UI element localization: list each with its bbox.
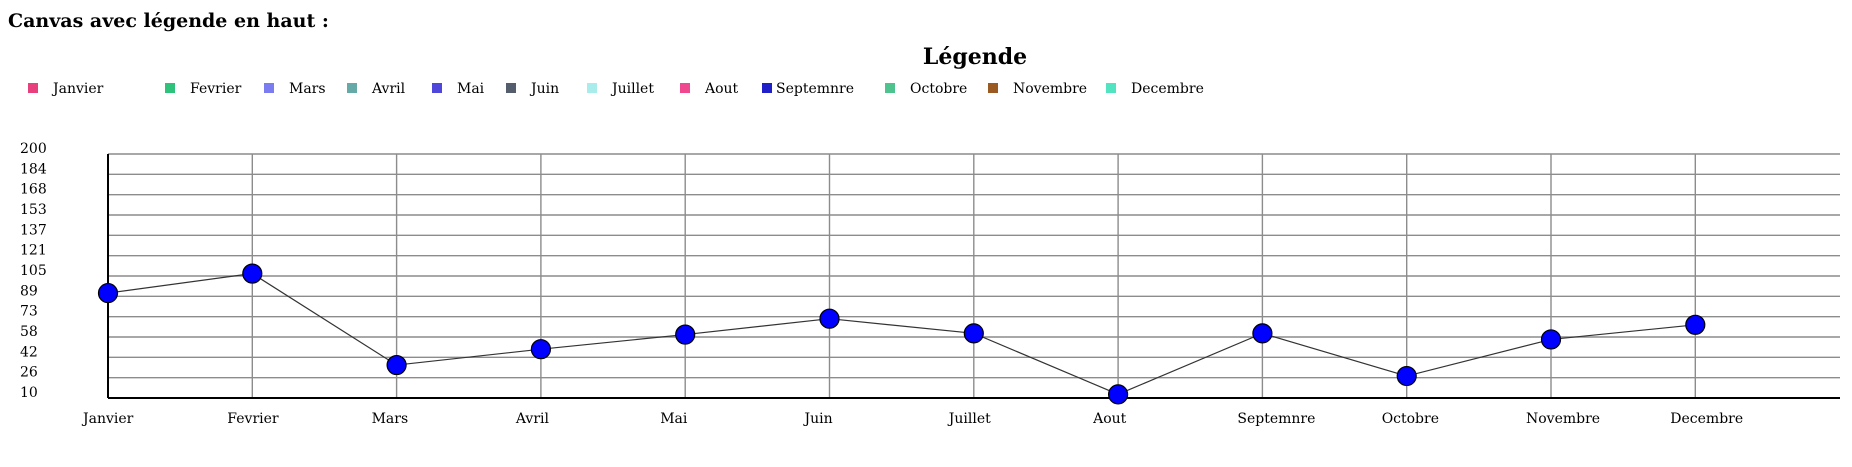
y-tick-label: 105	[20, 263, 47, 279]
y-tick-label: 121	[20, 243, 47, 259]
y-tick-label: 184	[20, 161, 47, 177]
legend-item: Juillet	[587, 81, 654, 97]
legend-swatch	[762, 83, 772, 93]
x-tick-label: Decembre	[1670, 411, 1743, 427]
legend-swatch	[680, 83, 690, 93]
legend-item: Novembre	[988, 81, 1087, 97]
series-line	[107, 272, 1696, 395]
legend-label: Fevrier	[190, 81, 242, 97]
chart-title: Légende	[923, 44, 1027, 70]
x-tick-label: Aout	[1092, 411, 1127, 427]
x-tick-label: Juin	[803, 411, 833, 427]
legend-label: Avril	[371, 81, 406, 97]
data-point	[819, 308, 840, 329]
page-title: Canvas avec légende en haut :	[8, 10, 329, 32]
chart-axes	[107, 154, 1840, 399]
legend-label: Aout	[704, 81, 739, 97]
legend-label: Mars	[289, 81, 326, 97]
legend-swatch	[264, 83, 274, 93]
data-point	[530, 339, 552, 360]
legend-label: Septemnre	[776, 81, 854, 97]
legend-item: Septemnre	[762, 81, 854, 97]
x-tick-label: Mai	[660, 411, 688, 427]
y-tick-label: 10	[20, 385, 38, 401]
y-tick-label: 168	[20, 182, 47, 198]
data-point	[675, 324, 696, 345]
legend-swatch	[347, 83, 357, 93]
x-axis-ticks: Janvier Fevrier Mars Avril Mai Juin Juillet Aou…	[81, 411, 1743, 427]
data-point	[1685, 314, 1706, 335]
data-point	[386, 354, 407, 376]
legend-label: Novembre	[1013, 81, 1087, 97]
x-tick-label: Avril	[515, 411, 550, 427]
legend-swatch	[1106, 83, 1116, 93]
legend-label: Octobre	[910, 81, 967, 97]
legend-item: Octobre	[885, 81, 967, 97]
legend-item: Aout	[680, 81, 739, 97]
legend-item: Decembre	[1106, 81, 1204, 97]
legend-swatch	[506, 83, 516, 93]
y-tick-label: 73	[20, 304, 38, 320]
legend-item: Avril	[347, 81, 406, 97]
x-tick-label: Septemnre	[1237, 411, 1315, 427]
data-point	[1252, 323, 1273, 344]
y-tick-label: 200	[20, 141, 47, 157]
y-tick-label: 153	[20, 202, 47, 218]
legend-swatch	[165, 83, 175, 93]
series-points	[97, 263, 1706, 405]
data-point	[963, 323, 984, 344]
series-polyline	[107, 272, 1696, 395]
y-tick-label: 26	[20, 365, 38, 381]
data-point	[1540, 329, 1562, 350]
legend-label: Janvier	[51, 81, 104, 97]
legend-label: Juillet	[610, 81, 654, 97]
data-point	[97, 282, 119, 304]
y-tick-label: 42	[20, 344, 38, 360]
x-tick-label: Juillet	[947, 411, 991, 427]
legend-swatch	[28, 83, 38, 93]
data-point	[1396, 365, 1417, 387]
legend-label: Decembre	[1131, 81, 1204, 97]
y-axis-ticks: 200 184 168 153 137 121 105 89 73 58 42 26 10	[20, 141, 47, 401]
legend-swatch	[885, 83, 895, 93]
legend-item: Janvier	[28, 81, 104, 97]
legend-item: Fevrier	[165, 81, 242, 97]
legend-swatch	[587, 83, 597, 93]
chart-legend: Janvier Fevrier Mars Avril Mai Juin Juillet Aou…	[28, 81, 1204, 97]
legend-swatch	[988, 83, 998, 93]
y-tick-label: 89	[20, 283, 38, 299]
legend-item: Mai	[432, 81, 485, 97]
legend-label: Mai	[457, 81, 485, 97]
y-tick-label: 137	[20, 222, 47, 238]
legend-label: Juin	[529, 81, 559, 97]
x-tick-label: Janvier	[81, 411, 134, 427]
legend-item: Juin	[506, 81, 559, 97]
x-tick-label: Octobre	[1382, 411, 1439, 427]
data-point	[242, 263, 263, 284]
x-tick-label: Novembre	[1526, 411, 1600, 427]
line-chart: Légende Janvier Fevrier Mars Avril Mai Juin Ju…	[20, 44, 1840, 427]
x-tick-label: Fevrier	[227, 411, 279, 427]
data-point	[1107, 384, 1129, 405]
legend-swatch	[432, 83, 442, 93]
x-tick-label: Mars	[372, 411, 409, 427]
chart-grid	[108, 153, 1840, 399]
y-tick-label: 58	[20, 324, 38, 340]
legend-item: Mars	[264, 81, 326, 97]
